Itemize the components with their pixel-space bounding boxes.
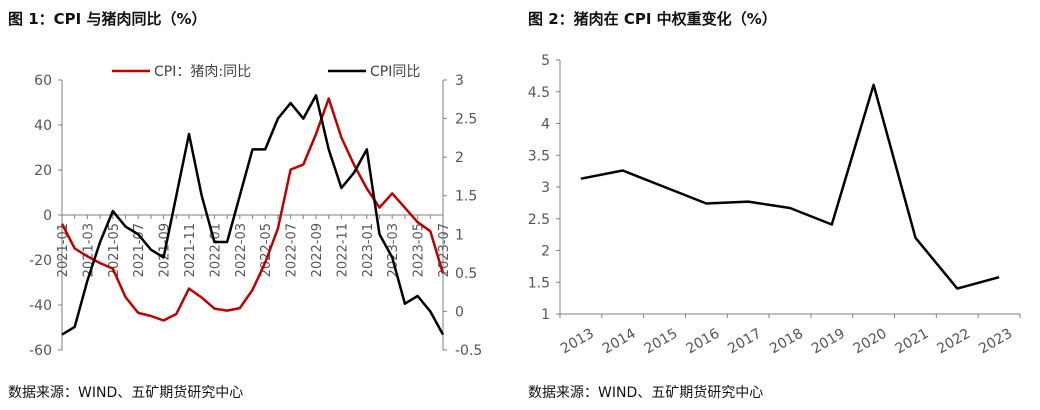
chart-2-title: 图 2：猪肉在 CPI 中权重变化（%）: [528, 10, 777, 28]
x-tick-label: 2022: [934, 326, 973, 358]
chart-1-plot: -60 -40 -20 0 20 40 60 -0.5 0 0.5 1 1.5 2 2.5 3 2021-01…: [29, 64, 482, 359]
right-y-tick-label: 1: [455, 227, 464, 243]
x-tick-label: 2022-03: [234, 223, 249, 277]
y-tick-label: 2.5: [528, 212, 550, 228]
y-tick-label: 4: [541, 117, 550, 133]
left-y-tick-label: -40: [29, 298, 52, 314]
x-tick-label: 2017: [725, 326, 764, 358]
chart-panel-2: 图 2：猪肉在 CPI 中权重变化（%） 1 1.5 2 2.5 3 3.5 4 4.5 5 20…: [520, 0, 1040, 410]
y-tick-label: 3: [541, 180, 550, 196]
x-tick-label: 2018: [767, 326, 806, 358]
right-y-tick-label: 0: [455, 304, 464, 320]
x-tick-label: 2014: [600, 326, 639, 358]
x-tick-label: 2021-03: [81, 223, 96, 277]
right-y-tick-label: -0.5: [455, 343, 482, 359]
legend-label: CPI：猪肉:同比: [154, 64, 251, 80]
series-line-pork-yoy: [60, 97, 445, 322]
right-y-tick-label: 3: [455, 73, 464, 89]
left-y-tick-label: 60: [34, 73, 52, 89]
x-tick-label: 2015: [642, 326, 681, 358]
y-tick-label: 2: [541, 244, 550, 260]
x-tick-label: 2023-05: [412, 223, 427, 277]
x-tick-label: 2022-05: [259, 223, 274, 277]
x-tick-label: 2022-11: [335, 223, 350, 277]
right-y-tick-label: 2.5: [455, 112, 477, 128]
y-tick-label: 3.5: [528, 148, 550, 164]
x-tick-label: 2022-09: [310, 223, 325, 277]
left-y-tick-label: 40: [34, 118, 52, 134]
x-tick-label: 2023-07: [437, 223, 452, 277]
x-tick-label: 2023: [976, 326, 1015, 358]
x-tick-label: 2020: [851, 326, 890, 358]
left-y-tick-label: 0: [43, 208, 52, 224]
x-tick-label: 2021-01: [56, 223, 71, 277]
x-tick-label: 2019: [809, 326, 848, 358]
right-y-tick-label: 1.5: [455, 189, 477, 205]
x-tick-label: 2021: [893, 326, 932, 358]
y-tick-label: 5: [541, 53, 550, 69]
x-tick-label: 2023-01: [361, 223, 376, 277]
chart-panel-1: 图 1：CPI 与猪肉同比（%） -60 -40 -20 0 20 40 60 -0.5 0 0.…: [0, 0, 510, 410]
right-y-tick-label: 2: [455, 150, 464, 166]
chart-1-source: 数据来源：WIND、五矿期货研究中心: [8, 385, 244, 401]
x-tick-label: 2022-07: [285, 223, 300, 277]
chart-2-source: 数据来源：WIND、五矿期货研究中心: [528, 385, 764, 401]
x-tick-label: 2013: [558, 326, 597, 358]
x-tick-label: 2023-03: [386, 223, 401, 277]
x-tick-label: 2016: [683, 326, 722, 358]
left-y-tick-label: -20: [29, 253, 52, 269]
chart-1-title: 图 1：CPI 与猪肉同比（%）: [8, 10, 207, 28]
left-y-tick-label: 20: [34, 163, 52, 179]
left-y-tick-label: -60: [29, 343, 52, 359]
series-line-cpi-yoy: [61, 94, 445, 336]
series-line-pork-weight: [580, 83, 1000, 290]
y-tick-label: 4.5: [528, 85, 550, 101]
legend-label: CPI同比: [370, 64, 420, 80]
x-tick-label: 2021-07: [132, 223, 147, 277]
y-tick-label: 1: [541, 307, 550, 323]
x-tick-label: 2021-11: [183, 223, 198, 277]
y-tick-label: 1.5: [528, 275, 550, 291]
right-y-tick-label: 0.5: [455, 266, 477, 282]
x-tick-label: 2021-05: [107, 223, 122, 277]
